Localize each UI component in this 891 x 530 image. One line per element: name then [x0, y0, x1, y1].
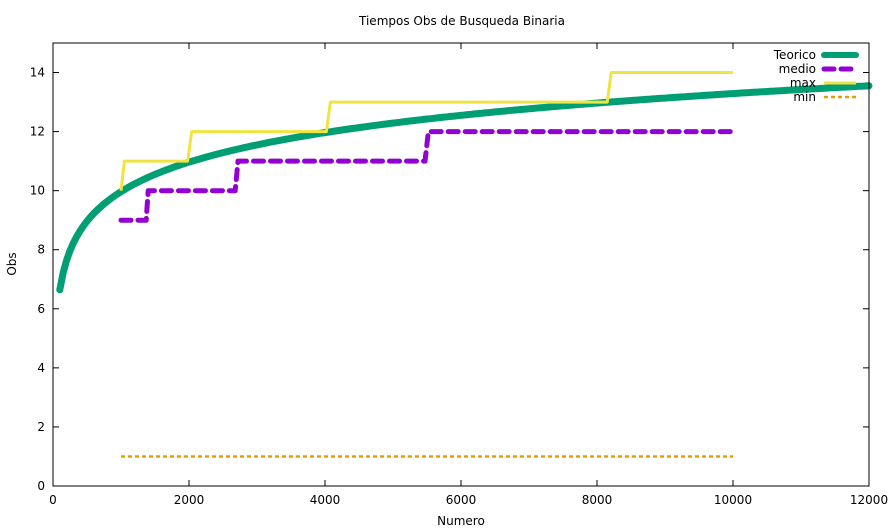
y-tick-label: 2: [37, 420, 45, 434]
legend-label: max: [790, 76, 816, 90]
series-line-teorico: [56, 82, 873, 294]
y-tick-label: 4: [37, 361, 45, 375]
plot-border: [52, 42, 870, 487]
y-tick-label: 10: [30, 184, 45, 198]
x-tick-label: 10000: [714, 493, 752, 507]
y-tick-label: 0: [37, 479, 45, 493]
x-tick-label: 12000: [850, 493, 888, 507]
x-tick-label: 4000: [310, 493, 341, 507]
legend-label: min: [793, 90, 816, 104]
x-tick-label: 8000: [582, 493, 613, 507]
x-axis-label: Numero: [437, 514, 485, 528]
ticks-layer: 0 2000 4000 6000 8000 10000 12000 0 2 4 6 8 10 12 14: [30, 43, 888, 507]
series-layer: [56, 71, 873, 458]
legend-label: medio: [779, 62, 816, 76]
x-tick-label: 6000: [446, 493, 477, 507]
y-tick-label: 14: [30, 66, 45, 80]
y-tick-label: 12: [30, 125, 45, 139]
y-axis-label: Obs: [5, 252, 19, 275]
y-tick-label: 6: [37, 302, 45, 316]
x-tick-label: 0: [49, 493, 57, 507]
chart-title: Tiempos Obs de Busqueda Binaria: [358, 14, 565, 28]
legend-label: Teorico: [773, 48, 816, 62]
x-tick-label: 2000: [174, 493, 205, 507]
series-line-max: [119, 71, 733, 191]
y-tick-label: 8: [37, 243, 45, 257]
series-line-medio: [118, 129, 736, 223]
